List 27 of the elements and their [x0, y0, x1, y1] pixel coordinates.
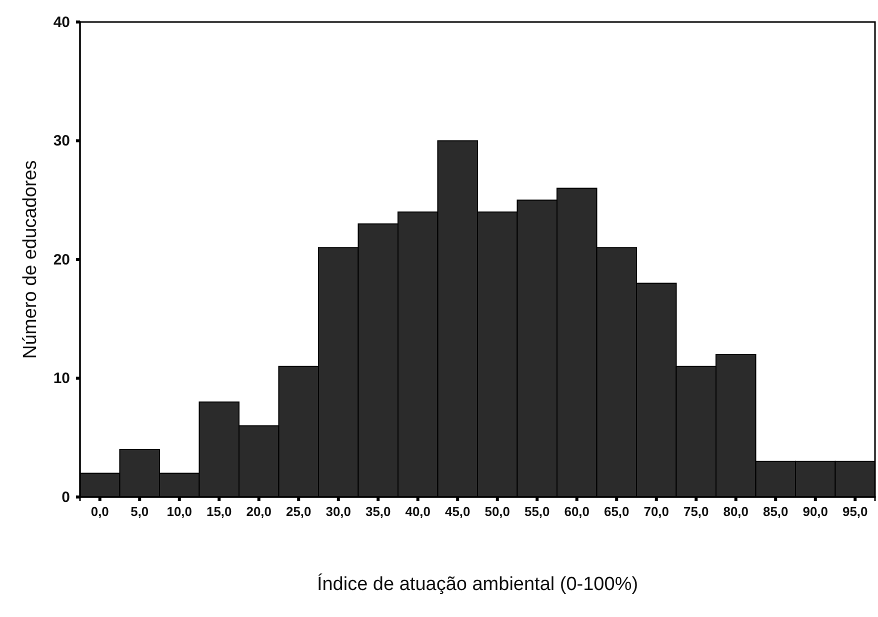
x-tick-label: 35,0	[365, 504, 391, 520]
y-axis-title: Número de educadores	[20, 160, 41, 359]
y-tick-label: 30	[53, 132, 70, 150]
x-tick-label: 30,0	[326, 504, 352, 520]
x-tick-label: 75,0	[683, 504, 709, 520]
x-tick-label: 95,0	[842, 504, 868, 520]
y-tick-label: 10	[53, 370, 70, 388]
x-tick-label: 80,0	[723, 504, 749, 520]
x-tick-label: 25,0	[286, 504, 312, 520]
x-tick-label: 45,0	[444, 504, 470, 520]
x-tick-label: 5,0	[130, 504, 149, 520]
x-tick-label: 85,0	[762, 504, 788, 520]
x-tick-label: 20,0	[246, 504, 272, 520]
x-tick-label: 0,0	[90, 504, 109, 520]
x-tick-label: 65,0	[604, 504, 630, 520]
x-tick-label: 15,0	[206, 504, 232, 520]
y-tick-label: 20	[53, 251, 70, 268]
x-tick-label: 10,0	[166, 504, 192, 520]
y-tick-label: 40	[53, 14, 70, 31]
y-tick-label: 0	[62, 488, 70, 506]
x-tick-label: 55,0	[524, 504, 550, 520]
x-tick-label: 50,0	[484, 504, 510, 520]
x-tick-label: 70,0	[644, 504, 670, 520]
x-axis-title: Índice de atuação ambiental (0-100%)	[316, 573, 638, 595]
x-tick-label: 60,0	[564, 504, 590, 520]
x-tick-label: 40,0	[405, 504, 431, 520]
x-tick-label: 90,0	[802, 504, 828, 520]
